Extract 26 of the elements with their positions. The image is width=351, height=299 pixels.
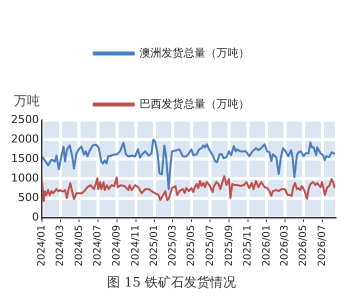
y-tick-label: 0 xyxy=(32,210,39,224)
x-tick-label: 2024/01 xyxy=(36,224,48,266)
x-tick-label: 2026/07 xyxy=(316,224,328,266)
x-tick-label: 2025/07 xyxy=(204,224,216,266)
y-tick-label: 500 xyxy=(18,191,39,204)
y-tick-label: 1500 xyxy=(10,152,39,165)
legend-label: 巴西发货总量（万吨） xyxy=(139,97,250,110)
x-tick-label: 2026/05 xyxy=(298,224,310,266)
x-tick-label: 2024/05 xyxy=(74,224,85,266)
x-tick-label: 2024/11 xyxy=(130,224,142,266)
x-tick-label: 2024/07 xyxy=(92,224,104,266)
y-tick-label: 1000 xyxy=(10,172,39,185)
x-tick-label: 2024/09 xyxy=(112,224,123,266)
y-tick-label: 2000 xyxy=(10,132,39,146)
legend-label: 澳洲发货总量（万吨） xyxy=(139,46,250,60)
x-tick-label: 2024/03 xyxy=(55,224,66,266)
text: 图 15 铁矿石发货情况 xyxy=(107,276,236,291)
x-tick-label: 2025/01 xyxy=(149,224,160,266)
x-tick-label: 2025/11 xyxy=(242,224,254,266)
x-tick-label: 2026/03 xyxy=(279,224,290,266)
x-tick-label: 2025/05 xyxy=(186,224,198,266)
x-tick-label: 2025/03 xyxy=(167,224,178,266)
x-tick-label: 2026/01 xyxy=(261,224,272,266)
y-tick-label: 2500 xyxy=(10,112,39,126)
x-tick-label: 2025/09 xyxy=(224,224,235,266)
y-axis-title: 万吨 xyxy=(14,94,40,109)
